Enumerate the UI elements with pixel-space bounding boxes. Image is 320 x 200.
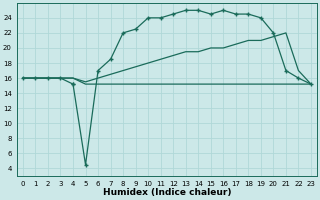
X-axis label: Humidex (Indice chaleur): Humidex (Indice chaleur)	[103, 188, 231, 197]
